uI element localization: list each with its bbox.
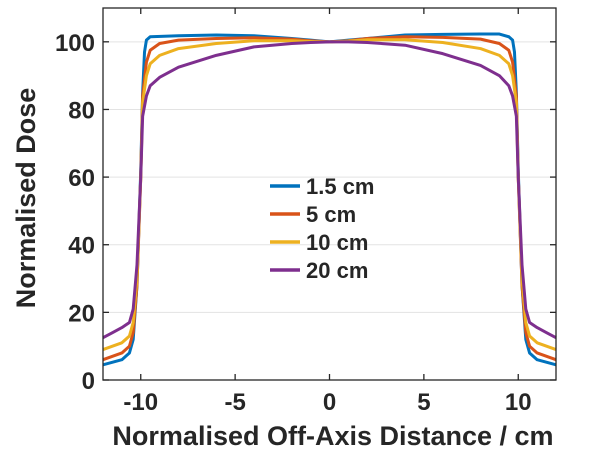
y-tick-label: 20: [68, 300, 95, 327]
legend-label: 10 cm: [306, 230, 368, 255]
y-tick-label: 40: [68, 233, 95, 260]
legend-label: 1.5 cm: [306, 174, 375, 199]
x-tick-label: -10: [123, 389, 158, 416]
y-tick-label: 100: [55, 30, 95, 57]
series-line: [102, 32, 557, 367]
y-tick-label: 60: [68, 165, 95, 192]
y-tick-label: 0: [82, 368, 95, 395]
x-tick-label: 5: [417, 389, 430, 416]
plot-series: [102, 32, 557, 367]
y-axis-label: Normalised Dose: [11, 88, 41, 309]
series-line: [102, 40, 557, 340]
y-tick-label: 80: [68, 97, 95, 124]
x-tick-label: -5: [224, 389, 245, 416]
x-tick-label: 10: [505, 389, 532, 416]
legend-label: 20 cm: [306, 258, 368, 283]
x-tick-label: 0: [323, 389, 336, 416]
legend-label: 5 cm: [306, 202, 356, 227]
x-axis-label: Normalised Off-Axis Distance / cm: [112, 421, 553, 451]
legend: 1.5 cm 5 cm 10 cm 20 cm: [270, 174, 375, 283]
